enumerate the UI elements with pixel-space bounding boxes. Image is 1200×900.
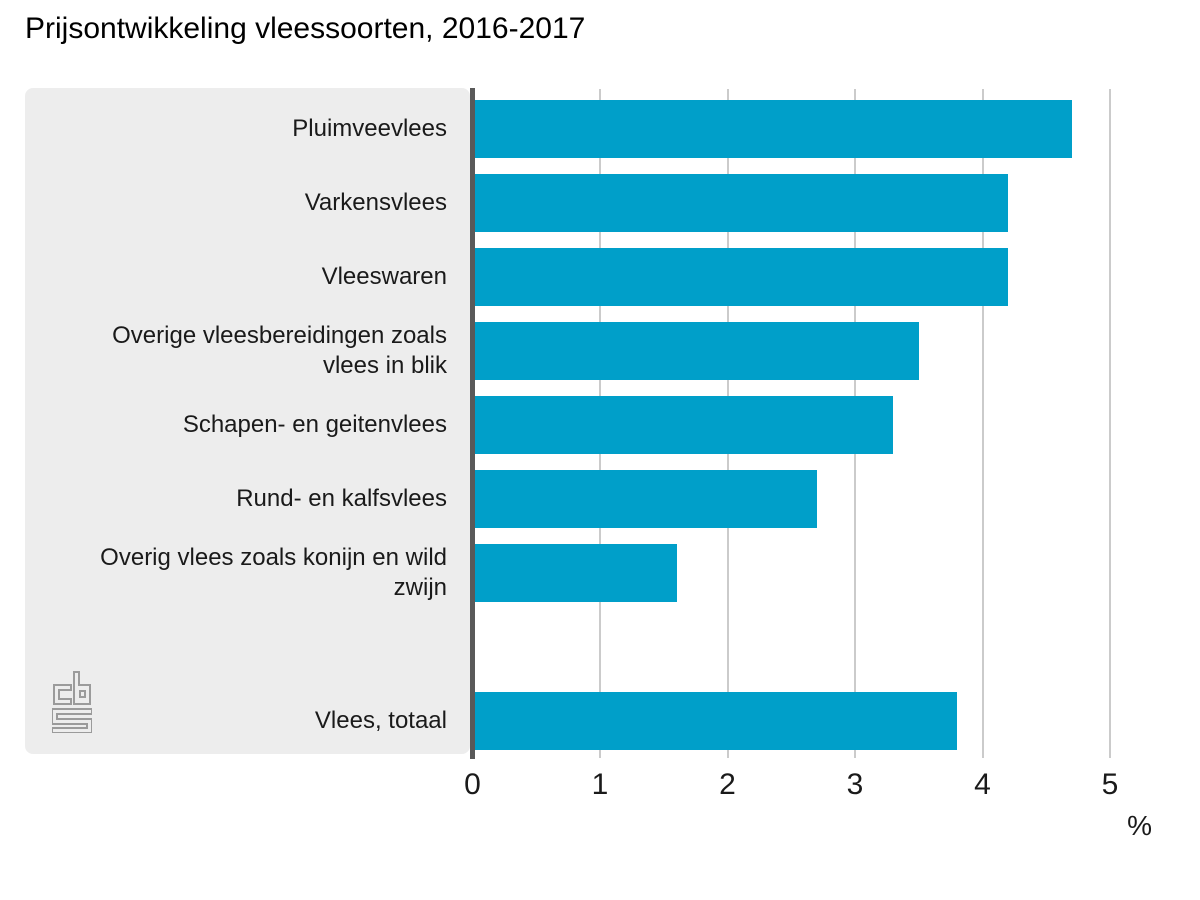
category-label: Overige vleesbereidingen zoals vlees in … (112, 322, 447, 379)
bar (472, 100, 1072, 158)
category-label: Varkensvlees (304, 189, 447, 216)
category-label: Overig vlees zoals konijn en wild zwijn (100, 544, 447, 601)
category-panel (25, 88, 470, 754)
bar (472, 544, 677, 602)
x-axis-unit-label: % (1127, 810, 1152, 841)
zero-axis-line (470, 88, 475, 759)
bar (472, 470, 817, 528)
category-label: Pluimveevlees (292, 115, 447, 142)
x-axis-tick-label-1: 1 (591, 768, 609, 801)
x-axis-tick-label-2: 2 (719, 768, 736, 801)
category-label: Vleeswaren (321, 263, 447, 290)
cbs-logo-letter-b (73, 671, 91, 705)
x-axis-tick-label-5: 5 (1101, 768, 1119, 801)
cbs-logo-letter-c (53, 684, 72, 705)
bar (472, 322, 919, 380)
cbs-logo-letter-s (52, 708, 92, 733)
cbs-logo-letter-b-counter (79, 690, 86, 698)
category-label: Rund- en kalfsvlees (236, 485, 447, 512)
bar (472, 248, 1008, 306)
cbs-logo (52, 671, 92, 733)
x-axis-tick-label-0: 0 (464, 768, 481, 801)
bar (472, 396, 894, 454)
x-axis-tick-label-4: 4 (974, 768, 991, 801)
category-label: Vlees, totaal (314, 707, 447, 734)
x-axis-tick-label-3: 3 (846, 768, 864, 801)
gridline-x-4 (981, 89, 984, 758)
bar (472, 174, 1008, 232)
gridline-x-5 (1109, 89, 1111, 758)
chart-title: Prijsontwikkeling vleessoorten, 2016-201… (25, 12, 586, 45)
category-label: Schapen- en geitenvlees (182, 411, 447, 438)
bar (472, 692, 957, 750)
